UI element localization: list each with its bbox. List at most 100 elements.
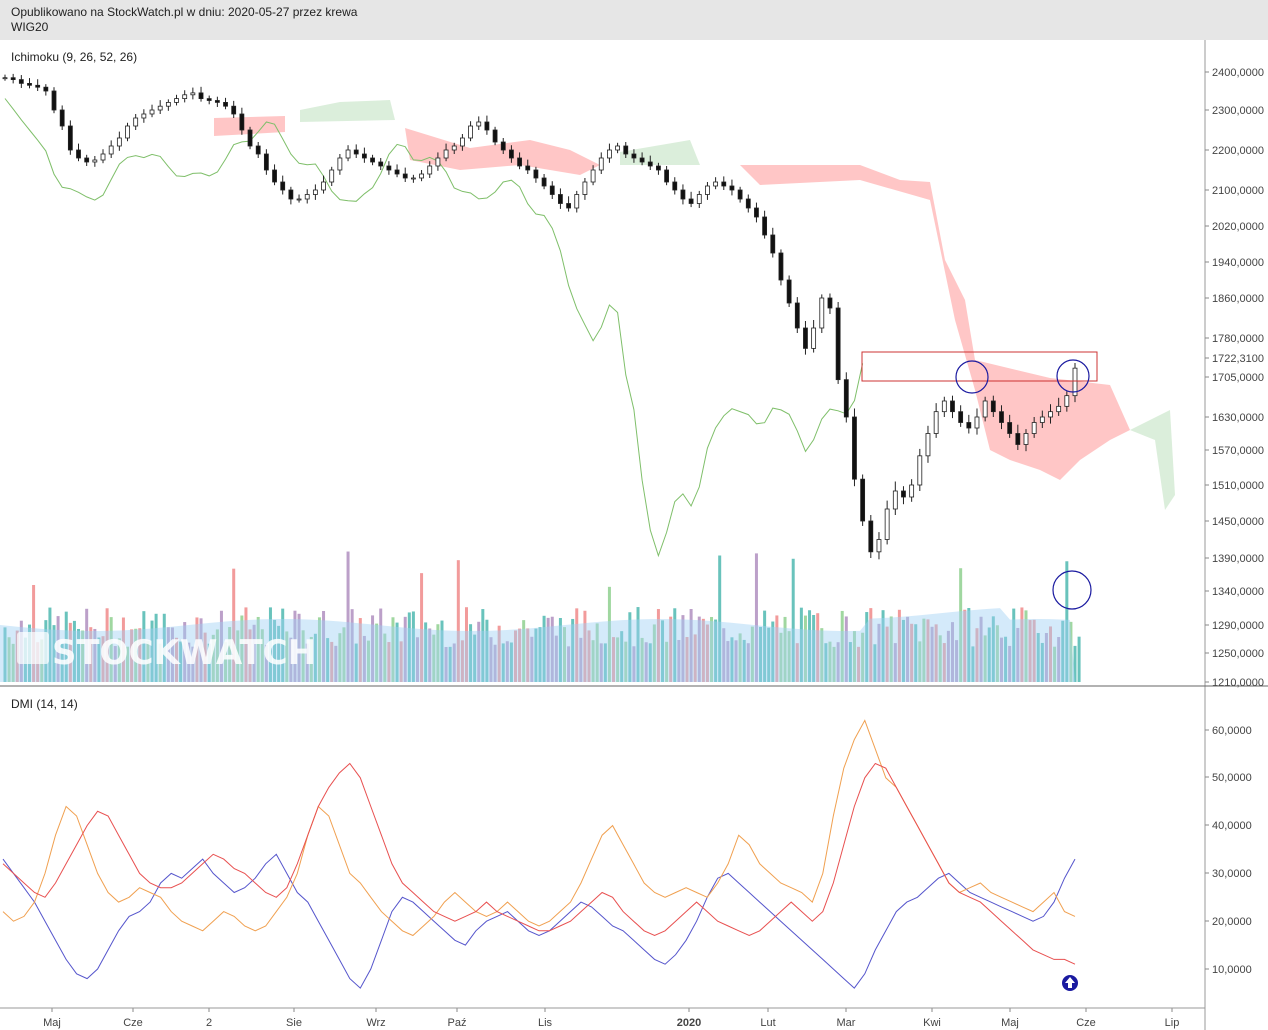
price-y-tick-label: 1860,0000 <box>1212 293 1264 305</box>
volume-bar <box>252 624 256 682</box>
volume-bar <box>7 637 11 682</box>
volume-bar <box>1044 632 1048 682</box>
volume-bar <box>775 615 779 682</box>
volume-bar <box>771 621 775 682</box>
candle-body <box>1039 416 1045 423</box>
volume-bar <box>824 643 828 682</box>
x-tick-label: Cze <box>1076 1017 1096 1029</box>
ichimoku-cloud-bull <box>1130 410 1175 510</box>
candle-body <box>116 137 122 147</box>
volume-bar <box>877 623 881 682</box>
candle-body <box>141 113 147 119</box>
volume-bar <box>652 624 656 682</box>
volume-bar <box>93 628 97 682</box>
volume-bar <box>109 617 113 682</box>
volume-bar <box>97 637 101 682</box>
volume-bar <box>583 610 587 682</box>
volume-bar <box>787 631 791 682</box>
candle-body <box>917 455 923 486</box>
candle-body <box>157 105 163 111</box>
volume-bar <box>991 616 995 682</box>
candle-body <box>901 490 906 498</box>
candle-body <box>525 165 531 171</box>
volume-bar <box>248 629 252 682</box>
candle-body <box>263 153 269 171</box>
stock-chart[interactable]: STOCKWATCH Ichimoku (9, 26, 52, 26) DMI … <box>0 40 1268 1030</box>
candle-body <box>378 161 384 167</box>
volume-bar <box>52 625 56 682</box>
volume-bar <box>60 643 64 682</box>
volume-bar <box>1016 627 1020 682</box>
dmi-y-tick-label: 30,0000 <box>1212 868 1252 880</box>
volume-bar <box>146 640 150 682</box>
volume-bar <box>836 642 840 682</box>
candle-body <box>647 161 653 167</box>
volume-bar <box>101 636 105 682</box>
price-pane[interactable]: STOCKWATCH <box>0 73 1175 682</box>
volume-bar <box>354 643 358 682</box>
price-y-tick-label: 1780,0000 <box>1212 333 1264 345</box>
volume-bar <box>338 633 342 682</box>
volume-bar <box>942 643 946 682</box>
volume-bar <box>591 640 595 682</box>
volume-bar <box>922 618 926 682</box>
volume-bar <box>812 615 816 682</box>
candle-body <box>1031 422 1037 434</box>
volume-bar <box>571 618 575 682</box>
volume-bar <box>759 626 763 682</box>
dmi-minus-line <box>2 719 1076 937</box>
volume-bar <box>612 637 616 682</box>
candle-body <box>214 100 220 103</box>
candle-body <box>541 177 547 187</box>
ichimoku-cloud-bull <box>620 140 700 165</box>
volume-bar <box>563 627 567 682</box>
volume-bar <box>317 617 321 682</box>
volume-bar <box>219 610 223 682</box>
volume-bar <box>1077 636 1081 682</box>
dmi-pane[interactable] <box>2 719 1078 991</box>
volume-bar <box>693 634 697 682</box>
volume-bar <box>681 615 685 682</box>
volume-bar <box>779 632 783 682</box>
candle-body <box>288 189 294 200</box>
volume-bar <box>661 620 665 682</box>
volume-bar <box>599 643 603 682</box>
candle-body <box>51 90 57 111</box>
candle-body <box>925 433 931 457</box>
volume-bar <box>464 607 468 682</box>
x-tick-label: 2 <box>206 1017 212 1029</box>
volume-bar <box>685 637 689 682</box>
candle-body <box>370 157 375 163</box>
volume-bar <box>893 643 897 682</box>
volume-bar <box>436 624 440 682</box>
candle-body <box>1048 411 1053 418</box>
volume-bar <box>669 616 673 682</box>
volume-bar <box>138 628 142 682</box>
volume-bar <box>575 608 579 682</box>
volume-bar <box>873 644 877 682</box>
candle-body <box>247 129 253 147</box>
volume-bar <box>607 586 611 682</box>
volume-bar <box>485 619 489 682</box>
volume-bar <box>391 617 395 682</box>
candle-body <box>296 198 302 201</box>
candle-body <box>852 416 857 480</box>
volume-bar <box>714 619 718 682</box>
volume-bar <box>375 623 379 682</box>
volume-bar <box>366 640 370 682</box>
candle-body <box>435 157 441 167</box>
symbol-label: WIG20 <box>11 20 49 34</box>
volume-bar <box>158 643 162 682</box>
volume-bar <box>987 627 991 682</box>
volume-bar <box>558 618 562 682</box>
price-y-tick-label: 1570,0000 <box>1212 445 1264 457</box>
volume-bar <box>526 628 530 682</box>
candle-body <box>182 94 188 99</box>
volume-bar <box>326 638 330 682</box>
volume-bar <box>840 610 844 682</box>
candle-body <box>509 149 514 159</box>
candle-body <box>909 484 915 498</box>
candle-body <box>394 169 400 175</box>
candle-body <box>100 153 106 161</box>
volume-bar <box>191 646 195 682</box>
